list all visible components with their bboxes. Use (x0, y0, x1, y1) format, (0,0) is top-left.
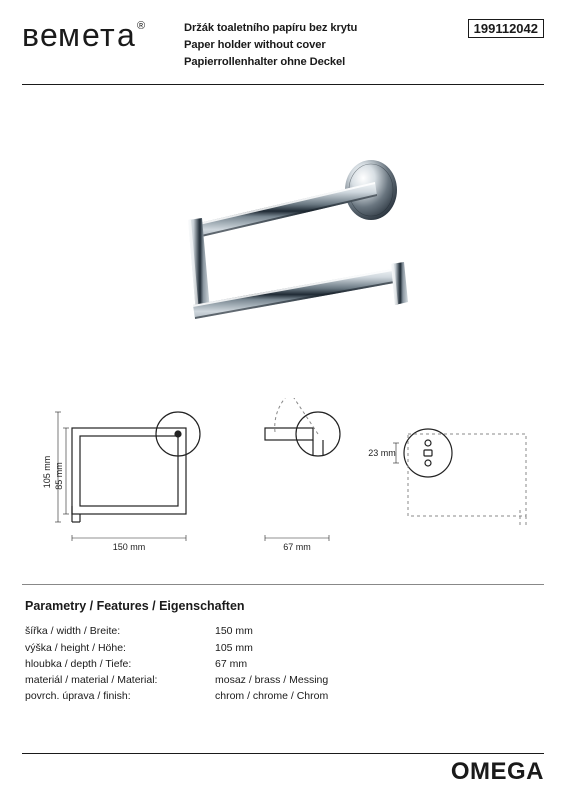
divider-bottom (22, 753, 544, 754)
spec-value: chrom / chrome / Chrom (215, 688, 541, 704)
product-render (0, 85, 566, 390)
spec-row: šířka / width / Breite: 150 mm (25, 623, 541, 639)
svg-text:e: e (40, 18, 57, 53)
product-code-box: 199112042 (468, 18, 544, 38)
spec-table: šířka / width / Breite: 150 mm výška / h… (25, 623, 541, 704)
spec-value: mosaz / brass / Messing (215, 672, 541, 688)
title-cz: Držák toaletního papíru bez krytu (184, 20, 468, 37)
spec-value: 105 mm (215, 640, 541, 656)
title-en: Paper holder without cover (184, 37, 468, 54)
product-code: 199112042 (468, 19, 544, 38)
diagram-side: 67 mm (241, 398, 356, 568)
svg-text:в: в (22, 18, 39, 53)
dim-85: 85 mm (54, 463, 64, 491)
title-de: Papierrollenhalter ohne Deckel (184, 54, 468, 71)
spec-label: šířka / width / Breite: (25, 623, 215, 639)
svg-text:e: e (82, 18, 99, 53)
spec-value: 150 mm (215, 623, 541, 639)
svg-text:м: м (58, 18, 80, 53)
technical-diagrams: 105 mm 85 mm 150 mm (0, 390, 566, 578)
spec-row: hloubka / depth / Tiefe: 67 mm (25, 656, 541, 672)
diagram-front: 105 mm 85 mm 150 mm (28, 398, 228, 568)
spec-row: povrch. úprava / finish: chrom / chrome … (25, 688, 541, 704)
diagram-mount: 23 mm (368, 398, 538, 568)
svg-text:®: ® (137, 20, 145, 32)
brand-logo: в e м e т a ® (22, 18, 170, 56)
spec-label: výška / height / Höhe: (25, 640, 215, 656)
header: в e м e т a ® Držák toaletního papíru be… (0, 0, 566, 78)
dim-23: 23 mm (368, 448, 396, 458)
dim-67: 67 mm (283, 542, 311, 552)
features-heading: Parametry / Features / Eigenschaften (25, 599, 541, 613)
svg-text:a: a (117, 18, 135, 53)
series-name: OMEGA (22, 758, 544, 786)
features-section: Parametry / Features / Eigenschaften šíř… (0, 585, 566, 704)
svg-text:т: т (100, 18, 115, 53)
footer: OMEGA (22, 753, 544, 786)
spec-value: 67 mm (215, 656, 541, 672)
dim-105: 105 mm (42, 456, 52, 489)
spec-label: povrch. úprava / finish: (25, 688, 215, 704)
title-block: Držák toaletního papíru bez krytu Paper … (184, 18, 468, 70)
spec-label: materiál / material / Material: (25, 672, 215, 688)
dim-150: 150 mm (113, 542, 146, 552)
spec-row: materiál / material / Material: mosaz / … (25, 672, 541, 688)
spec-row: výška / height / Höhe: 105 mm (25, 640, 541, 656)
spec-label: hloubka / depth / Tiefe: (25, 656, 215, 672)
